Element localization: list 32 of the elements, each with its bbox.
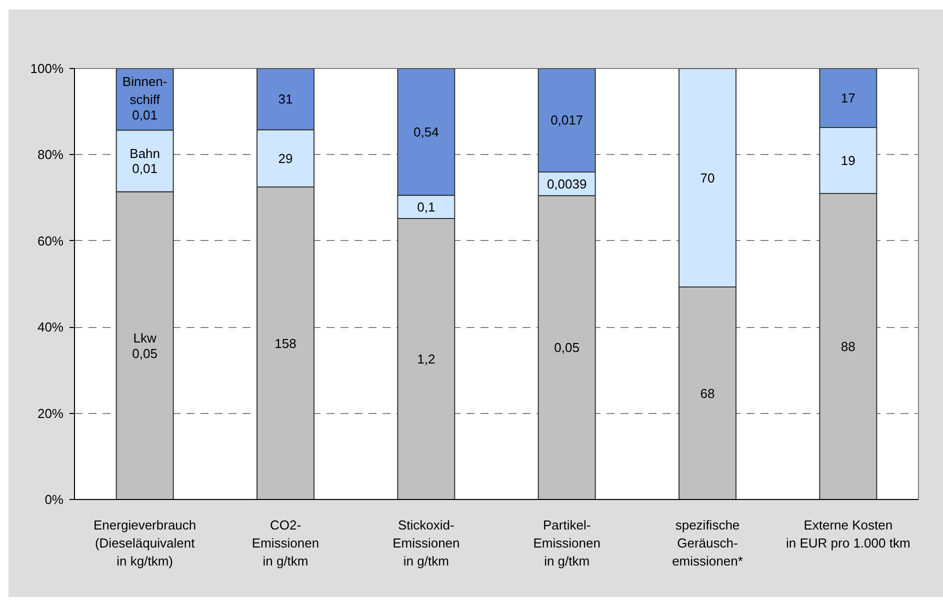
x-tick-label: Stickoxid- Emissionen in g/tkm [392, 518, 460, 568]
annotation: 0,01 [132, 107, 158, 122]
x-tick-label: Energieverbrauch (Dieseläquivalent in kg/tkm) [94, 518, 196, 568]
x-tick-label: Partikel- Emissionen in g/tkm [533, 518, 600, 568]
annotation: 0,05 [132, 346, 158, 361]
annotation: 31 [278, 92, 293, 107]
y-tick-label: 40% [37, 320, 64, 335]
y-tick-label: 60% [37, 233, 64, 248]
annotation: 1,2 [417, 351, 436, 366]
annotation: 0,0039 [546, 176, 587, 192]
annotation: 88 [840, 338, 856, 354]
annotation: 29 [278, 150, 293, 166]
annotation: 68 [700, 386, 715, 401]
x-tick-label: CO2- Emissionen in g/tkm [252, 518, 320, 568]
series-label: Bahn [130, 146, 160, 161]
annotation: 0,54 [414, 124, 439, 140]
annotation: 158 [274, 336, 296, 351]
y-tick-label: 80% [37, 147, 64, 162]
annotation: 0,1 [417, 199, 436, 214]
x-tick-label: Externe Kosten in EUR pro 1.000 tkm [786, 518, 910, 550]
series-label: Lkw [133, 330, 158, 346]
y-tick-label: 20% [37, 406, 64, 421]
annotation: 19 [840, 153, 856, 168]
y-tick-label: 100% [30, 61, 64, 76]
x-tick-label: spezifische Geräusch- emissionen* [672, 518, 743, 568]
y-tick-label: 0% [44, 492, 64, 507]
annotation: 0,05 [554, 340, 580, 356]
annotation: 17 [840, 90, 856, 106]
annotation: 70 [700, 170, 715, 186]
series-label: Binnen- schiff [122, 74, 168, 108]
annotation: 0,01 [132, 161, 158, 176]
annotation: 0,017 [550, 112, 584, 128]
